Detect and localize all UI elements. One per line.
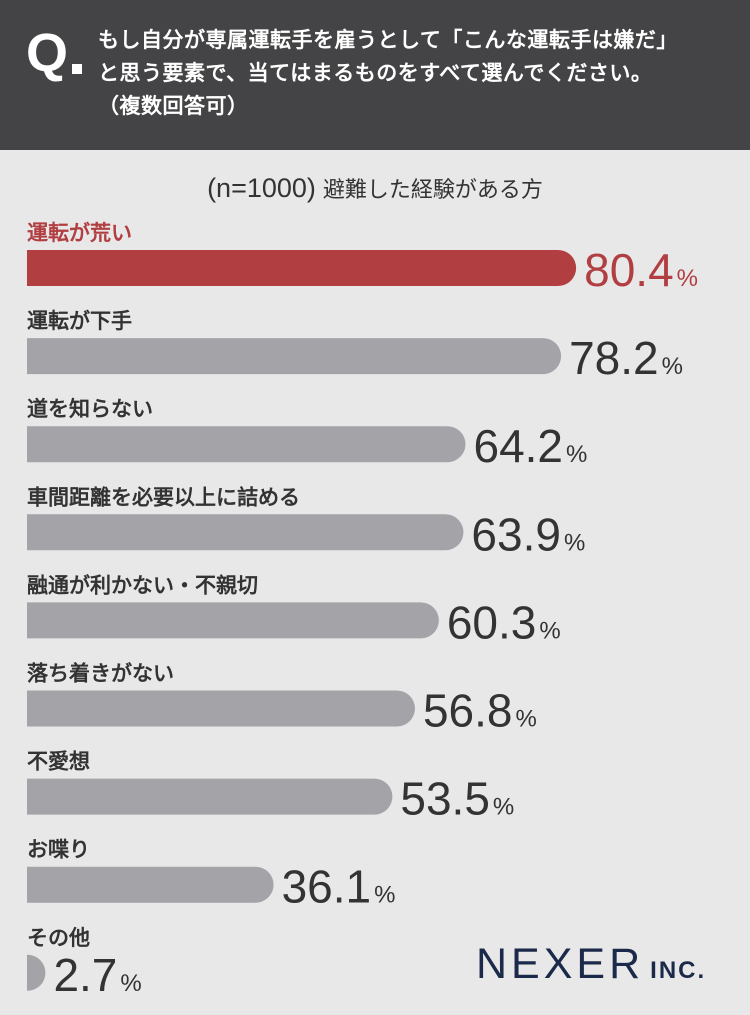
- category-label: 道を知らない: [27, 397, 153, 421]
- category-label: 運転が下手: [27, 309, 132, 333]
- logo-suffix: INC.: [650, 957, 707, 984]
- sample-size: (n=1000): [207, 173, 316, 203]
- question-line-2: と思う要素で、当てはまるものをすべて選んでください。: [98, 61, 653, 85]
- category-label: 運転が荒い: [27, 221, 132, 245]
- q-dot: [72, 64, 82, 74]
- bar: [27, 426, 466, 463]
- bar: [27, 690, 415, 727]
- question-text: もし自分が専属運転手を雇うとして「こんな運転手は嫌だ」 と思う要素で、当てはまる…: [98, 24, 738, 123]
- value-label: 36.1%: [282, 861, 396, 913]
- value-label: 63.9%: [471, 508, 585, 560]
- bar: [27, 778, 393, 815]
- category-label: その他: [27, 926, 90, 950]
- value-label: 78.2%: [569, 332, 683, 384]
- question-line-3: （複数回答可）: [98, 94, 249, 118]
- nexer-logo: NEXER INC.: [476, 940, 706, 989]
- respondent-group: 避難した経験がある方: [322, 178, 543, 203]
- logo-main: NEXER: [476, 940, 645, 988]
- bar: [27, 954, 46, 991]
- category-label: 車間距離を必要以上に詰める: [27, 485, 300, 509]
- category-label: 落ち着きがない: [27, 662, 174, 686]
- value-label: 60.3%: [447, 596, 561, 648]
- bar: [27, 514, 464, 551]
- category-label: 不愛想: [27, 750, 90, 774]
- bar: [27, 602, 439, 639]
- question-line-1: もし自分が専属運転手を雇うとして「こんな運転手は嫌だ」: [98, 28, 678, 52]
- category-label: お喋り: [27, 838, 90, 862]
- question-header: Q もし自分が専属運転手を雇うとして「こんな運転手は嫌だ」 と思う要素で、当ては…: [0, 0, 750, 150]
- category-label: 融通が利かない・不親切: [27, 573, 258, 597]
- q-mark: Q: [26, 23, 68, 83]
- value-label: 80.4%: [584, 244, 698, 296]
- value-label: 2.7%: [53, 949, 141, 1001]
- value-label: 56.8%: [423, 685, 537, 737]
- bar: [27, 866, 274, 903]
- value-label: 53.5%: [400, 773, 514, 825]
- chart-subtitle: (n=1000) 避難した経験がある方: [0, 172, 750, 204]
- bar: [27, 250, 577, 286]
- bar: [27, 338, 562, 375]
- value-label: 64.2%: [473, 420, 587, 472]
